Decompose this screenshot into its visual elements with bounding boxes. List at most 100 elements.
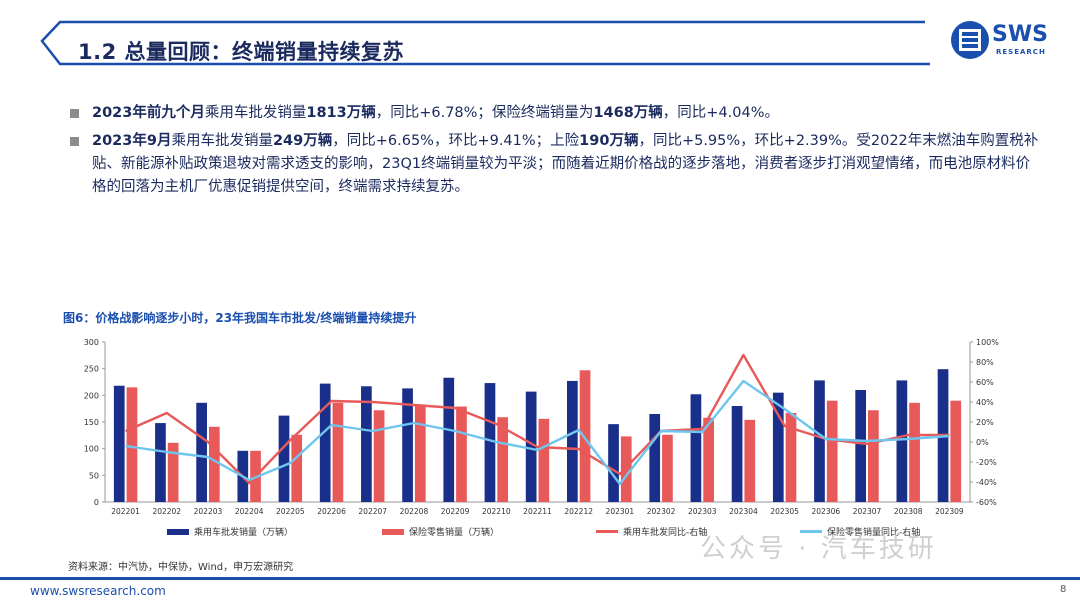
bullet-item: 2023年前九个月乘用车批发销量1813万辆，同比+6.78%；保险终端销量为1… (68, 102, 1043, 125)
wholesale-bar (566, 380, 578, 502)
y-right-tick-label: 100% (976, 338, 999, 347)
wholesale-bar (772, 392, 784, 502)
retail-bar (703, 417, 714, 502)
wholesale-bar (278, 415, 290, 502)
x-tick-label: 202207 (358, 507, 387, 516)
legend-wholesale-label: 乘用车批发销量（万辆） (194, 528, 294, 538)
x-tick-label: 202309 (935, 507, 964, 516)
retail-yoy-line (125, 379, 950, 486)
y-right-tick-label: -60% (976, 498, 997, 507)
retail-bar (868, 410, 879, 502)
wholesale-bar (319, 383, 331, 502)
legend-retail: 保险零售销量（万辆） (382, 525, 499, 538)
x-tick-label: 202305 (770, 507, 799, 516)
wholesale-yoy-line (125, 353, 950, 485)
page-number: 8 (1060, 584, 1067, 595)
legend-wholesale-yoy-swatch (596, 530, 618, 533)
retail-bar (414, 404, 426, 502)
y-right-tick-label: 60% (976, 378, 994, 387)
wholesale-bar (196, 402, 207, 502)
retail-bar (785, 412, 797, 502)
legend-retail-label: 保险零售销量（万辆） (409, 528, 500, 538)
bullet-text-segment: ，同比+4.04%。 (662, 105, 780, 121)
legend-retail-yoy: 保险零售销量同比-右轴 (800, 525, 920, 538)
bullet-square-icon (70, 109, 79, 118)
bullet-text-segment: 乘用车批发销量 (171, 133, 273, 149)
x-tick-label: 202202 (152, 507, 181, 516)
x-tick-label: 202304 (729, 507, 758, 516)
title-banner (40, 20, 930, 66)
y-left-tick-label: 100 (84, 445, 99, 454)
wholesale-bar (731, 406, 743, 502)
wholesale-bar (361, 386, 372, 502)
source-note: 资料来源：中汽协，中保协，Wind，申万宏源研究 (68, 562, 294, 573)
y-right-tick-label: 0% (976, 438, 989, 447)
figure-title: 图6：价格战影响逐步小时，23年我国车市批发/终端销量持续提升 (63, 311, 417, 325)
retail-bar (332, 402, 344, 502)
x-tick-label: 202306 (812, 507, 841, 516)
retail-bar (662, 434, 673, 502)
retail-bar (126, 387, 138, 502)
company-logo: SWS RESEARCH (950, 20, 1060, 64)
y-left-tick-label: 0 (94, 498, 99, 507)
wholesale-bar (484, 383, 496, 502)
bullet-text-segment: 乘用车批发销量 (204, 105, 307, 121)
x-tick-label: 202301 (606, 507, 635, 516)
wholesale-bar (690, 394, 702, 502)
wholesale-bar (855, 390, 867, 502)
bullet-text-segment: ，同比+6.65%，环比+9.41%；上险 (332, 133, 580, 149)
title-banner-outline (40, 20, 930, 66)
y-left-tick-label: 150 (84, 418, 99, 427)
bullet-text-segment: 2023年前九个月 (92, 105, 205, 121)
bullet-list: 2023年前九个月乘用车批发销量1813万辆，同比+6.78%；保险终端销量为1… (68, 102, 1043, 204)
retail-bar (538, 418, 550, 502)
x-tick-label: 202307 (853, 507, 882, 516)
bullet-text-segment: ，同比+5.95%，环比+2.39%。受2022年末燃油车购置税补贴、新能源补贴… (92, 133, 1039, 195)
x-tick-label: 202206 (317, 507, 346, 516)
sales-chart: 0 50 100 150 200 250 300 -60% -40% -20% 0% 20% 40% 60… (84, 338, 1000, 516)
legend-wholesale-yoy: 乘用车批发同比-右轴 (596, 525, 707, 538)
logo-subtext: RESEARCH (996, 48, 1046, 56)
wholesale-bar (649, 414, 661, 502)
wholesale-bar (608, 424, 619, 502)
y-right-tick-label: 40% (976, 398, 994, 407)
wholesale-bar (113, 385, 125, 502)
retail-bar (456, 406, 467, 502)
y-right-tick-label: 80% (976, 358, 994, 367)
legend-wholesale-yoy-label: 乘用车批发同比-右轴 (623, 528, 708, 538)
retail-bar (579, 370, 591, 502)
legend-retail-yoy-label: 保险零售销量同比-右轴 (827, 528, 921, 538)
bullet-text-segment: 249万辆 (272, 133, 333, 149)
wholesale-bar (896, 380, 908, 502)
bullet-item: 2023年9月乘用车批发销量249万辆，同比+6.65%，环比+9.41%；上险… (68, 130, 1043, 199)
x-tick-label: 202209 (441, 507, 470, 516)
retail-bar (620, 436, 632, 502)
x-tick-label: 202210 (482, 507, 511, 516)
retail-bar (909, 402, 920, 502)
retail-bar (291, 434, 303, 502)
x-tick-label: 202205 (276, 507, 305, 516)
y-right-tick-label: -40% (976, 478, 997, 487)
retail-bar (373, 410, 385, 502)
retail-bar (167, 442, 179, 502)
x-tick-label: 202201 (111, 507, 140, 516)
retail-bar (950, 400, 962, 502)
y-right-tick-label: 20% (976, 418, 994, 427)
wholesale-bar (814, 380, 825, 502)
footer-divider (0, 577, 1080, 580)
wholesale-bar (402, 388, 413, 502)
x-tick-label: 202211 (523, 507, 552, 516)
wholesale-bar (525, 391, 537, 502)
x-tick-label: 202208 (400, 507, 429, 516)
bullet-text-segment: 1813万辆 (306, 105, 376, 121)
bullet-text-segment: 190万辆 (579, 133, 639, 149)
logo-mark-icon (951, 21, 989, 59)
legend-wholesale: 乘用车批发销量（万辆） (167, 525, 293, 538)
y-left-tick-label: 50 (89, 471, 99, 480)
footer-url-link[interactable]: www.swsresearch.com (30, 584, 166, 598)
x-tick-label: 202302 (647, 507, 676, 516)
y-right-tick-label: -20% (976, 458, 997, 467)
y-left-tick-label: 300 (84, 338, 99, 347)
x-tick-label: 202308 (894, 507, 923, 516)
header-band: 1.2 总量回顾：终端销量持续复苏 SWS RESEARCH (0, 0, 1080, 78)
